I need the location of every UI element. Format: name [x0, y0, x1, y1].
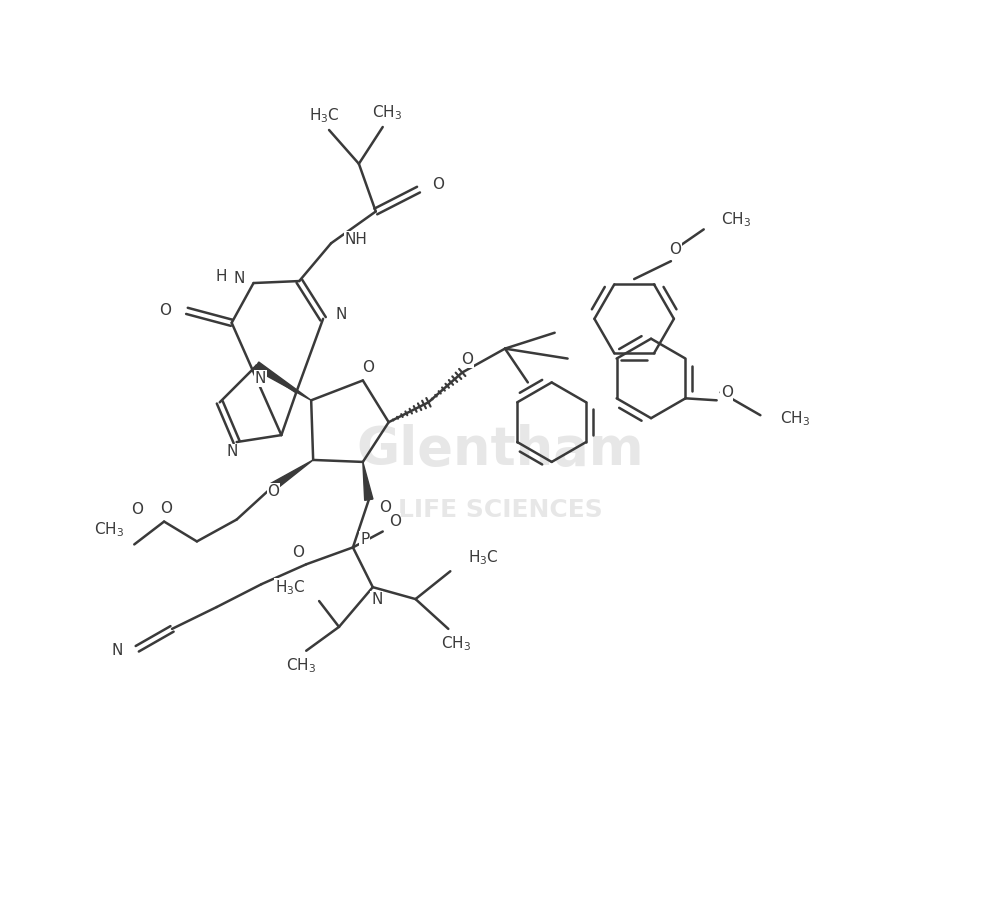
- Text: H$_3$C: H$_3$C: [309, 107, 339, 125]
- Text: CH$_3$: CH$_3$: [780, 409, 810, 428]
- Polygon shape: [269, 460, 313, 491]
- Text: H$_3$C: H$_3$C: [275, 579, 305, 598]
- Text: H$_3$C: H$_3$C: [468, 548, 499, 567]
- Text: O: O: [362, 360, 374, 375]
- Polygon shape: [363, 462, 373, 500]
- Text: CH$_3$: CH$_3$: [94, 520, 124, 539]
- Text: N: N: [227, 445, 238, 460]
- Text: LIFE SCIENCES: LIFE SCIENCES: [398, 498, 602, 522]
- Text: H: H: [216, 268, 227, 284]
- Text: N: N: [234, 271, 245, 285]
- Text: N: N: [335, 307, 346, 322]
- Text: N: N: [112, 644, 123, 658]
- Text: CH$_3$: CH$_3$: [721, 210, 751, 229]
- Text: NH: NH: [345, 232, 368, 247]
- Text: CH$_3$: CH$_3$: [372, 104, 402, 122]
- Text: O: O: [432, 177, 444, 192]
- Text: O: O: [669, 242, 681, 256]
- Text: O: O: [461, 352, 473, 367]
- Text: O: O: [160, 501, 172, 516]
- Text: N: N: [371, 591, 382, 607]
- Text: O: O: [267, 484, 279, 500]
- Text: O: O: [389, 514, 401, 529]
- Text: O: O: [159, 303, 171, 319]
- Polygon shape: [254, 362, 311, 400]
- Text: CH$_3$: CH$_3$: [441, 634, 471, 653]
- Text: O: O: [721, 385, 733, 400]
- Text: P: P: [360, 532, 369, 547]
- Text: Glentham: Glentham: [356, 424, 644, 476]
- Text: O: O: [292, 544, 304, 560]
- Text: CH$_3$: CH$_3$: [286, 656, 316, 675]
- Text: N: N: [255, 371, 266, 386]
- Text: O: O: [131, 502, 143, 518]
- Text: O: O: [379, 500, 391, 515]
